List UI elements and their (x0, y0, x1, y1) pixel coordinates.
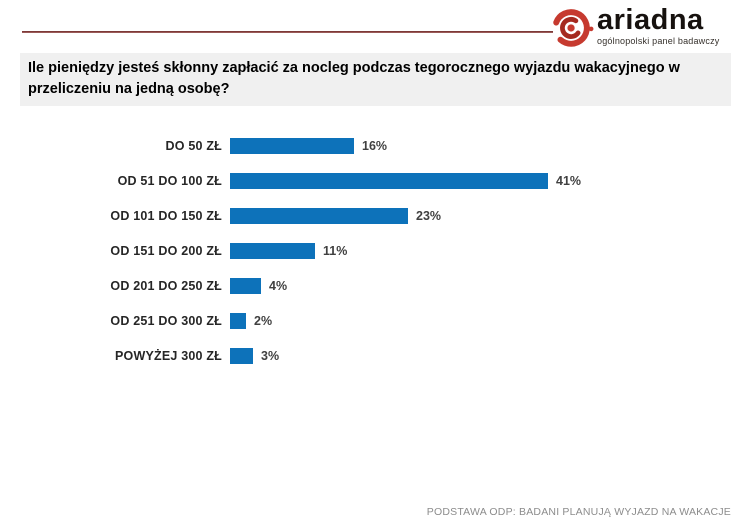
bar-chart: DO 50 ZŁ 16% OD 51 DO 100 ZŁ 41% OD 101 DO 1… (0, 128, 640, 373)
header-rule-line (22, 31, 553, 33)
logo-tagline: ogólnopolski panel badawczy (597, 36, 720, 46)
bar (230, 172, 548, 189)
bar (230, 137, 354, 154)
bar-row: OD 151 DO 200 ZŁ 11% (0, 233, 640, 268)
ariadna-spiral-icon (552, 9, 594, 47)
value-label: 2% (254, 313, 273, 328)
value-label: 3% (261, 348, 280, 363)
value-label: 41% (556, 173, 582, 188)
bar (230, 242, 315, 259)
question-title: Ile pieniędzy jesteś skłonny zapłacić za… (20, 53, 731, 106)
logo-brand-name: ariadna (597, 4, 704, 36)
category-label: POWYŻEJ 300 ZŁ (115, 348, 222, 363)
bar-row: OD 251 DO 300 ZŁ 2% (0, 303, 640, 338)
value-label: 23% (416, 208, 442, 223)
bar-row: DO 50 ZŁ 16% (0, 128, 640, 163)
category-label: OD 51 DO 100 ZŁ (117, 173, 222, 188)
footer-note: PODSTAWA ODP: BADANI PLANUJĄ WYJAZD NA W… (426, 506, 731, 518)
ariadna-logo: ariadna ogólnopolski panel badawczy (549, 4, 719, 50)
category-label: OD 201 DO 250 ZŁ (110, 278, 222, 293)
bar-row: OD 101 DO 150 ZŁ 23% (0, 198, 640, 233)
value-label: 4% (269, 278, 288, 293)
category-label: OD 101 DO 150 ZŁ (110, 208, 222, 223)
value-label: 16% (362, 138, 388, 153)
bar-row: OD 51 DO 100 ZŁ 41% (0, 163, 640, 198)
bar-row: POWYŻEJ 300 ZŁ 3% (0, 338, 640, 373)
category-label: DO 50 ZŁ (165, 138, 222, 153)
bar (230, 347, 253, 364)
logo-text: ariadna ogólnopolski panel badawczy (597, 4, 719, 46)
category-label: OD 251 DO 300 ZŁ (110, 313, 222, 328)
bar-row: OD 201 DO 250 ZŁ 4% (0, 268, 640, 303)
bar (230, 312, 246, 329)
bar (230, 277, 261, 294)
value-label: 11% (323, 243, 348, 258)
category-label: OD 151 DO 200 ZŁ (110, 243, 222, 258)
bar (230, 207, 408, 224)
